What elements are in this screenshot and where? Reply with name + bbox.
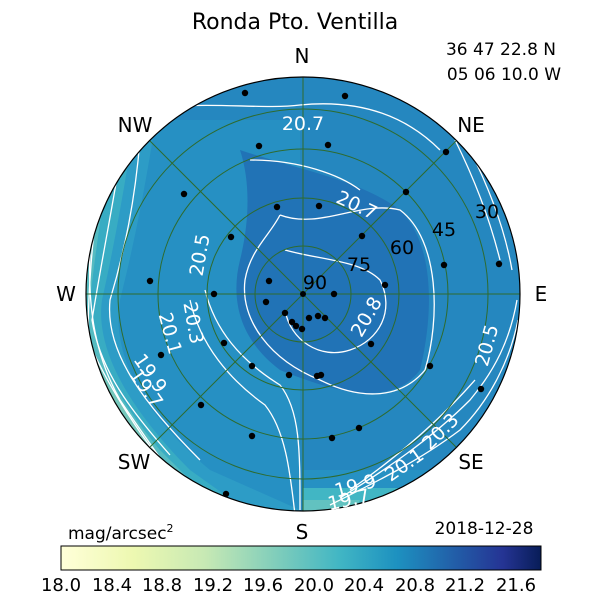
data-point bbox=[426, 362, 434, 370]
colorbar-tick: 19.2 bbox=[193, 575, 233, 596]
direction-ne: NE bbox=[457, 113, 485, 137]
data-point bbox=[358, 232, 366, 240]
data-point bbox=[248, 432, 256, 440]
data-point bbox=[248, 362, 256, 370]
colorbar-tick: 18.4 bbox=[92, 575, 132, 596]
direction-labels: N NE E SE S SW W NW bbox=[56, 44, 547, 544]
measurement-points bbox=[146, 89, 503, 498]
altitude-label-90: 90 bbox=[303, 272, 327, 294]
data-point bbox=[255, 142, 263, 150]
direction-nw: NW bbox=[118, 113, 153, 137]
data-point bbox=[324, 141, 332, 149]
data-point bbox=[241, 89, 249, 97]
colorbar-unit-label: mag/arcsec2 bbox=[68, 522, 174, 544]
colorbar-tick: 20.4 bbox=[344, 575, 384, 596]
data-point bbox=[265, 277, 273, 285]
horizon-circle bbox=[85, 76, 521, 512]
data-point bbox=[341, 92, 349, 100]
altitude-label-30: 30 bbox=[475, 201, 499, 223]
colorbar-ticks: 18.0 18.4 18.8 19.2 19.6 20.0 20.4 20.8 … bbox=[41, 575, 536, 596]
altitude-labels: 90 75 60 45 30 bbox=[303, 201, 499, 294]
colorbar-tick: 20.0 bbox=[294, 575, 334, 596]
altitude-label-45: 45 bbox=[432, 219, 456, 241]
direction-n: N bbox=[295, 44, 310, 68]
data-point bbox=[402, 188, 410, 196]
data-point bbox=[330, 290, 338, 298]
colorbar-tick: 18.0 bbox=[41, 575, 81, 596]
data-point bbox=[300, 291, 306, 297]
data-point bbox=[197, 401, 205, 409]
colorbar-tick: 18.8 bbox=[142, 575, 182, 596]
data-point bbox=[157, 351, 165, 359]
data-point bbox=[210, 290, 218, 298]
contour-lines bbox=[87, 103, 519, 511]
data-point bbox=[281, 309, 289, 317]
direction-sw: SW bbox=[118, 450, 151, 474]
data-point bbox=[355, 424, 363, 432]
direction-e: E bbox=[535, 282, 548, 306]
date-label: 2018-12-28 bbox=[435, 519, 534, 539]
data-point bbox=[285, 371, 293, 379]
data-point bbox=[220, 339, 228, 347]
data-point bbox=[315, 202, 323, 210]
colorbar-tick: 20.8 bbox=[395, 575, 435, 596]
colorbar-tick: 21.6 bbox=[496, 575, 536, 596]
data-point bbox=[180, 190, 188, 198]
data-point bbox=[262, 298, 270, 306]
direction-s: S bbox=[296, 520, 309, 544]
colorbar-tick: 21.2 bbox=[445, 575, 485, 596]
direction-se: SE bbox=[458, 450, 483, 474]
data-point bbox=[146, 277, 154, 285]
colorbar bbox=[60, 545, 542, 571]
data-point bbox=[298, 325, 306, 333]
data-point bbox=[305, 314, 313, 322]
data-point bbox=[273, 203, 281, 211]
colorbar-tick: 19.6 bbox=[243, 575, 283, 596]
altitude-label-60: 60 bbox=[390, 237, 414, 259]
longitude-label: 05 06 10.0 W bbox=[447, 65, 561, 85]
data-point bbox=[495, 260, 503, 268]
data-point bbox=[222, 490, 230, 498]
latitude-label: 36 47 22.8 N bbox=[446, 40, 556, 60]
contour-label: 20.7 bbox=[282, 113, 324, 135]
data-point bbox=[321, 314, 329, 322]
data-point bbox=[440, 261, 448, 269]
data-point bbox=[381, 281, 389, 289]
data-point bbox=[328, 434, 336, 442]
chart-title: Ronda Pto. Ventilla bbox=[192, 10, 398, 35]
data-point bbox=[477, 385, 485, 393]
data-point bbox=[367, 340, 375, 348]
data-point bbox=[227, 233, 235, 241]
data-point bbox=[317, 371, 325, 379]
data-point bbox=[288, 318, 296, 326]
direction-w: W bbox=[56, 282, 76, 306]
data-point bbox=[292, 322, 300, 330]
altitude-label-75: 75 bbox=[347, 254, 371, 276]
data-point bbox=[314, 312, 322, 320]
data-point bbox=[442, 148, 450, 156]
